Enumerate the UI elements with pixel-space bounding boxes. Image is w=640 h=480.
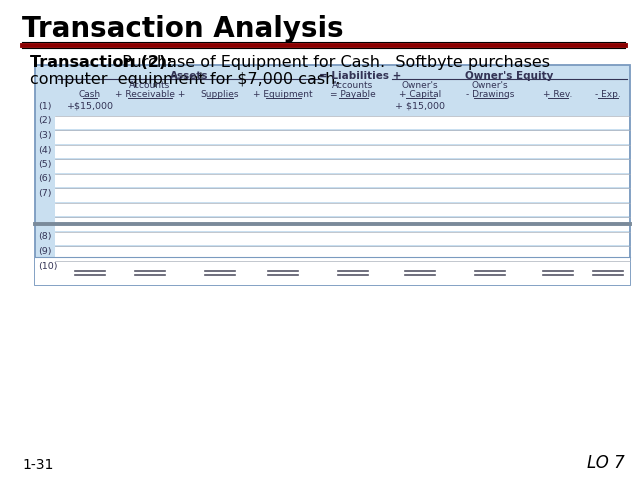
Text: (7): (7) xyxy=(38,189,51,198)
Bar xyxy=(55,217,629,230)
Text: - Exp.: - Exp. xyxy=(595,90,621,99)
Bar xyxy=(55,145,629,158)
Bar xyxy=(55,131,629,144)
Text: LO 7: LO 7 xyxy=(588,454,625,472)
Text: Transaction Analysis: Transaction Analysis xyxy=(22,15,344,43)
Text: (10): (10) xyxy=(38,262,58,271)
Text: (8): (8) xyxy=(38,232,51,241)
Text: + Equipment: + Equipment xyxy=(253,90,313,99)
Text: Owner's Equity: Owner's Equity xyxy=(465,71,554,81)
Text: + $15,000: + $15,000 xyxy=(395,102,445,111)
Text: computer  equipment for $7,000 cash.: computer equipment for $7,000 cash. xyxy=(30,72,340,87)
Text: (3): (3) xyxy=(38,131,52,140)
Bar xyxy=(55,232,629,245)
Text: Transaction (2):: Transaction (2): xyxy=(30,55,173,70)
Text: - Drawings: - Drawings xyxy=(466,90,514,99)
Text: Supplies: Supplies xyxy=(201,90,239,99)
Bar xyxy=(55,189,629,202)
Text: = Liabilities +: = Liabilities + xyxy=(319,71,401,81)
Bar xyxy=(55,159,629,172)
Text: + Receivable +: + Receivable + xyxy=(115,90,185,99)
Bar xyxy=(55,261,629,274)
Text: (2): (2) xyxy=(38,117,51,125)
Bar xyxy=(55,174,629,187)
Text: Assets: Assets xyxy=(170,71,208,81)
Text: (9): (9) xyxy=(38,247,51,256)
Text: +$15,000: +$15,000 xyxy=(67,102,113,111)
Text: = Payable: = Payable xyxy=(330,90,376,99)
Bar xyxy=(55,203,629,216)
Text: (1): (1) xyxy=(38,102,51,111)
Bar xyxy=(35,257,630,285)
Text: Purchase of Equipment for Cash.  Softbyte purchases: Purchase of Equipment for Cash. Softbyte… xyxy=(117,55,550,70)
Text: + Capital: + Capital xyxy=(399,90,441,99)
Bar xyxy=(55,247,629,260)
Text: Owner's: Owner's xyxy=(472,81,508,90)
Text: Accounts: Accounts xyxy=(129,81,171,90)
Bar xyxy=(55,116,629,129)
Text: Cash: Cash xyxy=(79,90,101,99)
Text: (4): (4) xyxy=(38,145,51,155)
Text: (5): (5) xyxy=(38,160,51,169)
Text: + Rev.: + Rev. xyxy=(543,90,573,99)
Text: 1-31: 1-31 xyxy=(22,458,53,472)
Text: Accounts: Accounts xyxy=(332,81,374,90)
Bar xyxy=(35,65,630,285)
Text: (6): (6) xyxy=(38,175,51,183)
Text: Owner's: Owner's xyxy=(402,81,438,90)
